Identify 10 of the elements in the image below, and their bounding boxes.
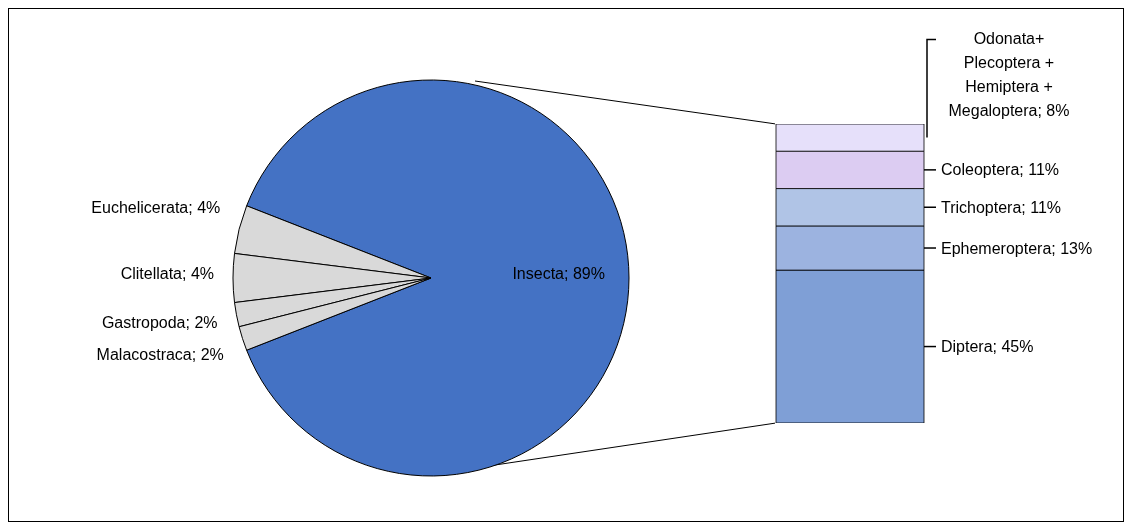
slice-label: Malacostraca; 2% (96, 346, 224, 364)
slice-label: Gastropoda; 2% (101, 314, 218, 332)
slice-label: Insecta; 89% (512, 264, 605, 282)
data-label: Trichoptera; 11% (941, 198, 1062, 216)
data-label: Odonata+ Plecoptera + Hemiptera + Megaloptera; 8% (948, 29, 1070, 119)
slice-label: Euchelicerata; 4% (91, 198, 221, 216)
data-label: Coleoptera; 11% (941, 161, 1059, 179)
slice-label: Clitellata; 4% (120, 264, 214, 282)
data-label: Ephemeroptera; 13% (941, 239, 1093, 257)
data-label: Diptera; 45% (941, 338, 1034, 356)
